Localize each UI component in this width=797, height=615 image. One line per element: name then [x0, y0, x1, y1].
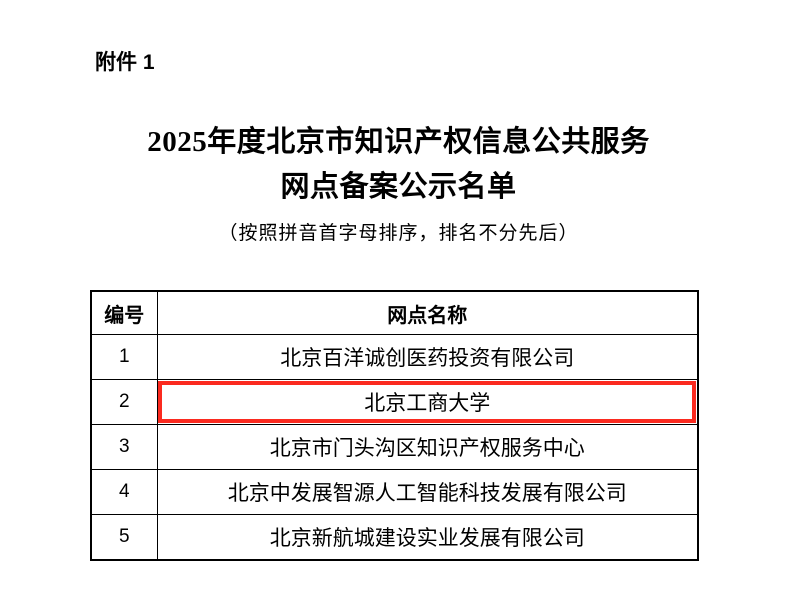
site-name-cell: 北京百洋诚创医药投资有限公司 [156, 334, 699, 380]
row-number-cell: 1 [90, 334, 158, 380]
table-header-row: 编号 网点名称 [90, 290, 699, 335]
document-title-line-2: 网点备案公示名单 [280, 171, 517, 203]
site-name-cell: 北京新航城建设实业发展有限公司 [156, 514, 699, 561]
row-number-cell: 4 [90, 469, 158, 515]
header-cell-number: 编号 [90, 290, 158, 335]
site-name-text: 北京工商大学 [364, 391, 491, 415]
header-cell-name: 网点名称 [156, 290, 699, 335]
row-number-cell: 2 [90, 379, 158, 425]
document-subtitle: （按照拼音首字母排序，排名不分先后） [218, 223, 579, 244]
table-row: 1 北京百洋诚创医药投资有限公司 [90, 334, 699, 380]
site-name-cell: 北京中发展智源人工智能科技发展有限公司 [156, 469, 699, 515]
table-row: 4 北京中发展智源人工智能科技发展有限公司 [90, 469, 699, 515]
document-title-line-1: 2025年度北京市知识产权信息公共服务 [147, 126, 650, 158]
site-name-cell: 北京市门头沟区知识产权服务中心 [156, 424, 699, 470]
service-points-table: 编号 网点名称 1 北京百洋诚创医药投资有限公司 2 北京工商大学 3 北京市门… [90, 290, 699, 561]
row-number-cell: 5 [90, 514, 158, 561]
table-row: 5 北京新航城建设实业发展有限公司 [90, 514, 699, 561]
row-number-cell: 3 [90, 424, 158, 470]
site-name-cell-highlighted: 北京工商大学 [156, 379, 699, 425]
table-row: 2 北京工商大学 [90, 379, 699, 425]
attachment-label: 附件 1 [95, 51, 155, 74]
table-row: 3 北京市门头沟区知识产权服务中心 [90, 424, 699, 470]
document-title: 2025年度北京市知识产权信息公共服务 网点备案公示名单 [0, 120, 797, 210]
